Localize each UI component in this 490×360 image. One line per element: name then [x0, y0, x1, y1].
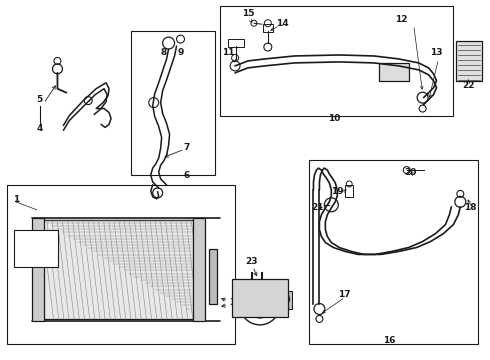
Text: 10: 10	[328, 114, 341, 123]
Bar	[345, 185, 353, 197]
Bar	[131, 31, 215, 175]
Text: 3: 3	[229, 298, 235, 307]
Text: 8: 8	[161, 49, 167, 58]
Bar	[263, 24, 273, 32]
Text: 9: 9	[177, 49, 184, 58]
Text: 7: 7	[183, 143, 190, 152]
Text: 20: 20	[405, 167, 417, 176]
Bar	[228, 39, 244, 47]
Bar	[194, 218, 205, 321]
Text: 12: 12	[395, 15, 408, 24]
Bar	[232, 279, 288, 317]
Text: 6: 6	[183, 171, 190, 180]
Text: 5: 5	[36, 95, 43, 104]
Bar	[379, 63, 409, 81]
Polygon shape	[42, 220, 196, 319]
Text: 4: 4	[36, 124, 43, 133]
Bar	[32, 218, 44, 321]
Bar	[310, 160, 478, 344]
Bar	[456, 41, 482, 81]
Text: 15: 15	[242, 9, 254, 18]
Text: 23: 23	[245, 257, 258, 266]
Text: ©ₒₒ: ©ₒₒ	[28, 251, 43, 260]
Text: 14: 14	[276, 19, 289, 28]
Bar	[220, 6, 453, 116]
Bar	[209, 249, 217, 304]
Text: 16: 16	[383, 336, 395, 345]
Bar	[278, 291, 292, 309]
Text: 1: 1	[13, 195, 19, 204]
Text: 13: 13	[430, 49, 443, 58]
Text: 21: 21	[311, 203, 324, 212]
Text: 2: 2	[32, 237, 39, 246]
Bar	[14, 230, 58, 267]
Text: 17: 17	[338, 289, 350, 298]
Text: 22: 22	[462, 81, 474, 90]
Text: 11: 11	[222, 49, 234, 58]
Text: 19: 19	[331, 188, 343, 197]
Bar	[7, 185, 235, 344]
Text: 18: 18	[464, 203, 476, 212]
